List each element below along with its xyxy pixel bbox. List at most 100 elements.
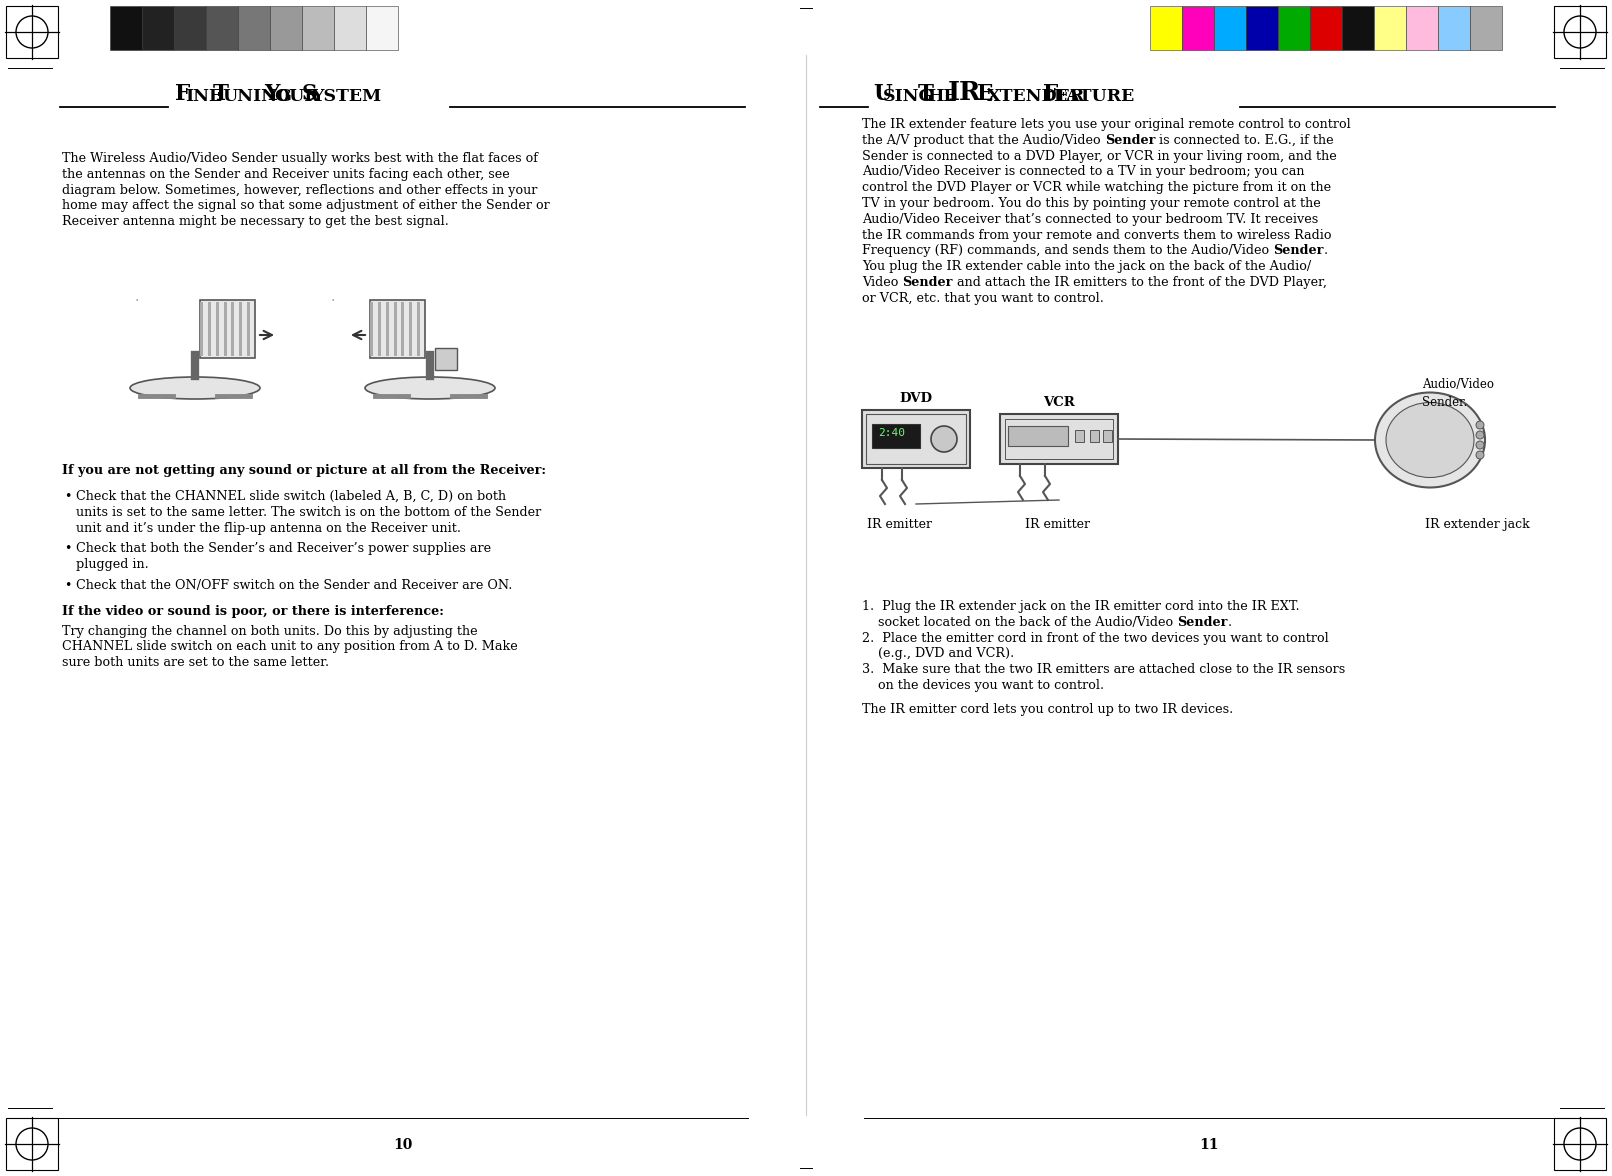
Bar <box>200 300 255 358</box>
Text: XTENDER: XTENDER <box>987 88 1085 105</box>
Bar <box>6 1118 58 1170</box>
Text: Sender: Sender <box>1273 245 1323 258</box>
Text: or VCR, etc. that you want to control.: or VCR, etc. that you want to control. <box>862 292 1104 305</box>
Text: CHANNEL slide switch on each unit to any position from A to D. Make: CHANNEL slide switch on each unit to any… <box>61 641 517 654</box>
Text: The Wireless Audio/Video Sender usually works best with the flat faces of: The Wireless Audio/Video Sender usually … <box>61 152 538 165</box>
Bar <box>301 6 334 51</box>
Text: is connected to. E.G., if the: is connected to. E.G., if the <box>1156 134 1333 147</box>
Bar <box>418 302 421 356</box>
Text: VCR: VCR <box>1043 396 1075 409</box>
Bar <box>208 302 211 356</box>
Bar <box>999 414 1119 465</box>
Bar <box>872 425 920 448</box>
Text: IR: IR <box>948 80 982 105</box>
Text: socket located on the back of the Audio/Video: socket located on the back of the Audio/… <box>862 616 1177 629</box>
Text: 2.  Place the emitter cord in front of the two devices you want to control: 2. Place the emitter cord in front of th… <box>862 632 1328 644</box>
Text: IR extender jack: IR extender jack <box>1425 517 1530 532</box>
Bar <box>216 302 219 356</box>
Bar <box>409 302 413 356</box>
Bar <box>1149 6 1182 51</box>
Text: DVD: DVD <box>899 392 932 405</box>
Bar <box>200 302 203 356</box>
Text: You plug the IR extender cable into the jack on the back of the Audio/: You plug the IR extender cable into the … <box>862 260 1311 273</box>
Text: F: F <box>176 83 190 105</box>
Text: 1.  Plug the IR extender jack on the IR emitter cord into the IR EXT.: 1. Plug the IR extender jack on the IR e… <box>862 600 1299 613</box>
Circle shape <box>932 426 958 452</box>
Text: (e.g., DVD and VCR).: (e.g., DVD and VCR). <box>862 648 1014 661</box>
Bar <box>1343 6 1373 51</box>
Text: the A/V product that the Audio/Video: the A/V product that the Audio/Video <box>862 134 1104 147</box>
Text: HE: HE <box>927 88 958 105</box>
Text: Check that both the Sender’s and Receiver’s power supplies are: Check that both the Sender’s and Receive… <box>76 542 492 555</box>
Text: .: . <box>135 290 139 305</box>
Bar <box>1075 430 1083 442</box>
Text: UNING: UNING <box>222 88 292 105</box>
Bar <box>206 6 239 51</box>
Text: TV in your bedroom. You do this by pointing your remote control at the: TV in your bedroom. You do this by point… <box>862 198 1320 211</box>
Bar <box>866 414 966 465</box>
Text: INE: INE <box>185 88 222 105</box>
Circle shape <box>1477 430 1485 439</box>
Text: .: . <box>330 290 334 305</box>
Bar <box>1008 426 1069 446</box>
Bar <box>1406 6 1438 51</box>
Text: the antennas on the Sender and Receiver units facing each other, see: the antennas on the Sender and Receiver … <box>61 168 509 181</box>
Bar <box>366 6 398 51</box>
Text: •: • <box>64 490 71 503</box>
Text: Audio/Video Receiver is connected to a TV in your bedroom; you can: Audio/Video Receiver is connected to a T… <box>862 166 1304 179</box>
Bar <box>1214 6 1246 51</box>
Text: SING: SING <box>883 88 933 105</box>
Text: Sender is connected to a DVD Player, or VCR in your living room, and the: Sender is connected to a DVD Player, or … <box>862 149 1336 162</box>
Text: 2:40: 2:40 <box>879 428 904 437</box>
Text: •: • <box>64 579 71 592</box>
Text: 10: 10 <box>393 1138 413 1152</box>
Text: If the video or sound is poor, or there is interference:: If the video or sound is poor, or there … <box>61 604 443 617</box>
Bar <box>334 6 366 51</box>
Bar <box>1470 6 1502 51</box>
Bar <box>110 6 142 51</box>
Text: Sender: Sender <box>1177 616 1227 629</box>
Bar <box>247 302 250 356</box>
Bar <box>371 302 372 356</box>
Text: T: T <box>917 83 933 105</box>
Bar <box>1438 6 1470 51</box>
Bar <box>174 6 206 51</box>
Ellipse shape <box>364 377 495 399</box>
Text: YSTEM: YSTEM <box>311 88 382 105</box>
Text: Check that the ON/OFF switch on the Sender and Receiver are ON.: Check that the ON/OFF switch on the Send… <box>76 579 513 592</box>
Bar <box>1278 6 1311 51</box>
Bar <box>232 302 234 356</box>
Bar <box>1311 6 1343 51</box>
Bar <box>371 300 426 358</box>
Bar <box>1103 430 1112 442</box>
Circle shape <box>1477 441 1485 449</box>
Bar <box>1554 1118 1606 1170</box>
Text: Check that the CHANNEL slide switch (labeled A, B, C, D) on both: Check that the CHANNEL slide switch (lab… <box>76 490 506 503</box>
Ellipse shape <box>131 377 260 399</box>
Text: on the devices you want to control.: on the devices you want to control. <box>862 679 1104 691</box>
Text: Receiver antenna might be necessary to get the best signal.: Receiver antenna might be necessary to g… <box>61 215 448 228</box>
Text: F: F <box>1043 83 1059 105</box>
Text: Try changing the channel on both units. Do this by adjusting the: Try changing the channel on both units. … <box>61 624 477 637</box>
Bar <box>142 6 174 51</box>
Text: units is set to the same letter. The switch is on the bottom of the Sender: units is set to the same letter. The swi… <box>76 506 542 519</box>
Text: sure both units are set to the same letter.: sure both units are set to the same lett… <box>61 656 329 669</box>
Text: diagram below. Sometimes, however, reflections and other effects in your: diagram below. Sometimes, however, refle… <box>61 183 537 196</box>
Text: unit and it’s under the flip-up antenna on the Receiver unit.: unit and it’s under the flip-up antenna … <box>76 522 461 535</box>
Bar <box>377 302 380 356</box>
Text: The IR extender feature lets you use your original remote control to control: The IR extender feature lets you use you… <box>862 118 1351 131</box>
Text: S: S <box>301 83 318 105</box>
Text: .: . <box>1323 245 1328 258</box>
Text: IR emitter: IR emitter <box>867 517 932 532</box>
Text: Video: Video <box>862 276 903 289</box>
Bar <box>862 410 970 468</box>
Bar <box>435 348 456 370</box>
Bar <box>1246 6 1278 51</box>
Text: If you are not getting any sound or picture at all from the Receiver:: If you are not getting any sound or pict… <box>61 465 546 477</box>
Text: Y: Y <box>264 83 280 105</box>
Bar <box>1373 6 1406 51</box>
Text: Audio/Video
Sender.: Audio/Video Sender. <box>1422 377 1494 409</box>
Text: the IR commands from your remote and converts them to wireless Radio: the IR commands from your remote and con… <box>862 228 1332 241</box>
Text: Sender: Sender <box>903 276 953 289</box>
Text: .: . <box>1227 616 1232 629</box>
